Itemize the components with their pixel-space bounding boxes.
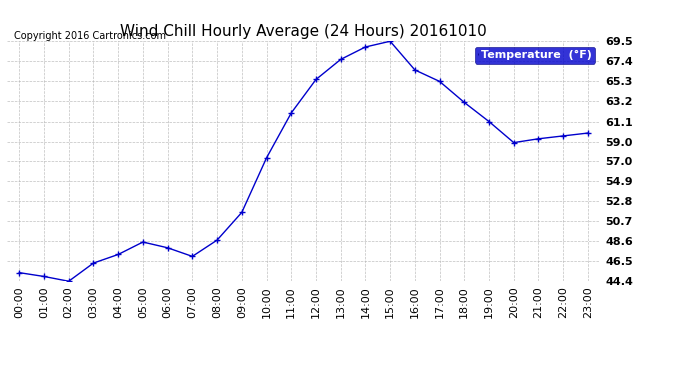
Legend: Temperature  (°F): Temperature (°F)	[475, 47, 595, 63]
Title: Wind Chill Hourly Average (24 Hours) 20161010: Wind Chill Hourly Average (24 Hours) 201…	[120, 24, 487, 39]
Text: Copyright 2016 Cartronics.com: Copyright 2016 Cartronics.com	[14, 32, 166, 41]
